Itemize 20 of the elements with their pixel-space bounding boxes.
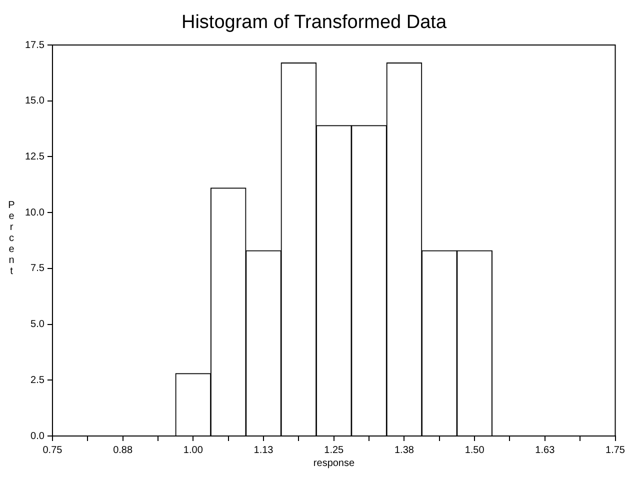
y-tick-label: 7.5 — [30, 263, 45, 274]
y-axis-title: Percent — [6, 200, 17, 277]
x-tick-label: 0.88 — [113, 444, 133, 456]
y-tick-label: 0.0 — [30, 430, 45, 442]
x-tick-label: 1.38 — [394, 444, 414, 456]
y-tick-label: 15.0 — [24, 96, 45, 107]
x-tick-label: 1.00 — [183, 444, 204, 456]
y-tick-label: 12.5 — [24, 151, 45, 162]
y-tick-label: 17.5 — [24, 40, 45, 51]
x-tick-label: 1.50 — [464, 444, 485, 456]
x-tick-label: 1.75 — [606, 444, 626, 456]
x-axis-title: response — [312, 458, 356, 469]
x-tick-label: 1.25 — [324, 444, 344, 456]
y-tick-label: 10.0 — [24, 207, 45, 218]
chart-title: Histogram of Transformed Data — [180, 12, 448, 34]
x-tick-label: 1.63 — [535, 444, 556, 456]
y-tick-label: 5.0 — [30, 319, 45, 330]
x-tick-label: 0.75 — [42, 444, 63, 456]
y-tick-label: 2.5 — [30, 374, 45, 386]
x-tick-label: 1.13 — [254, 444, 274, 456]
